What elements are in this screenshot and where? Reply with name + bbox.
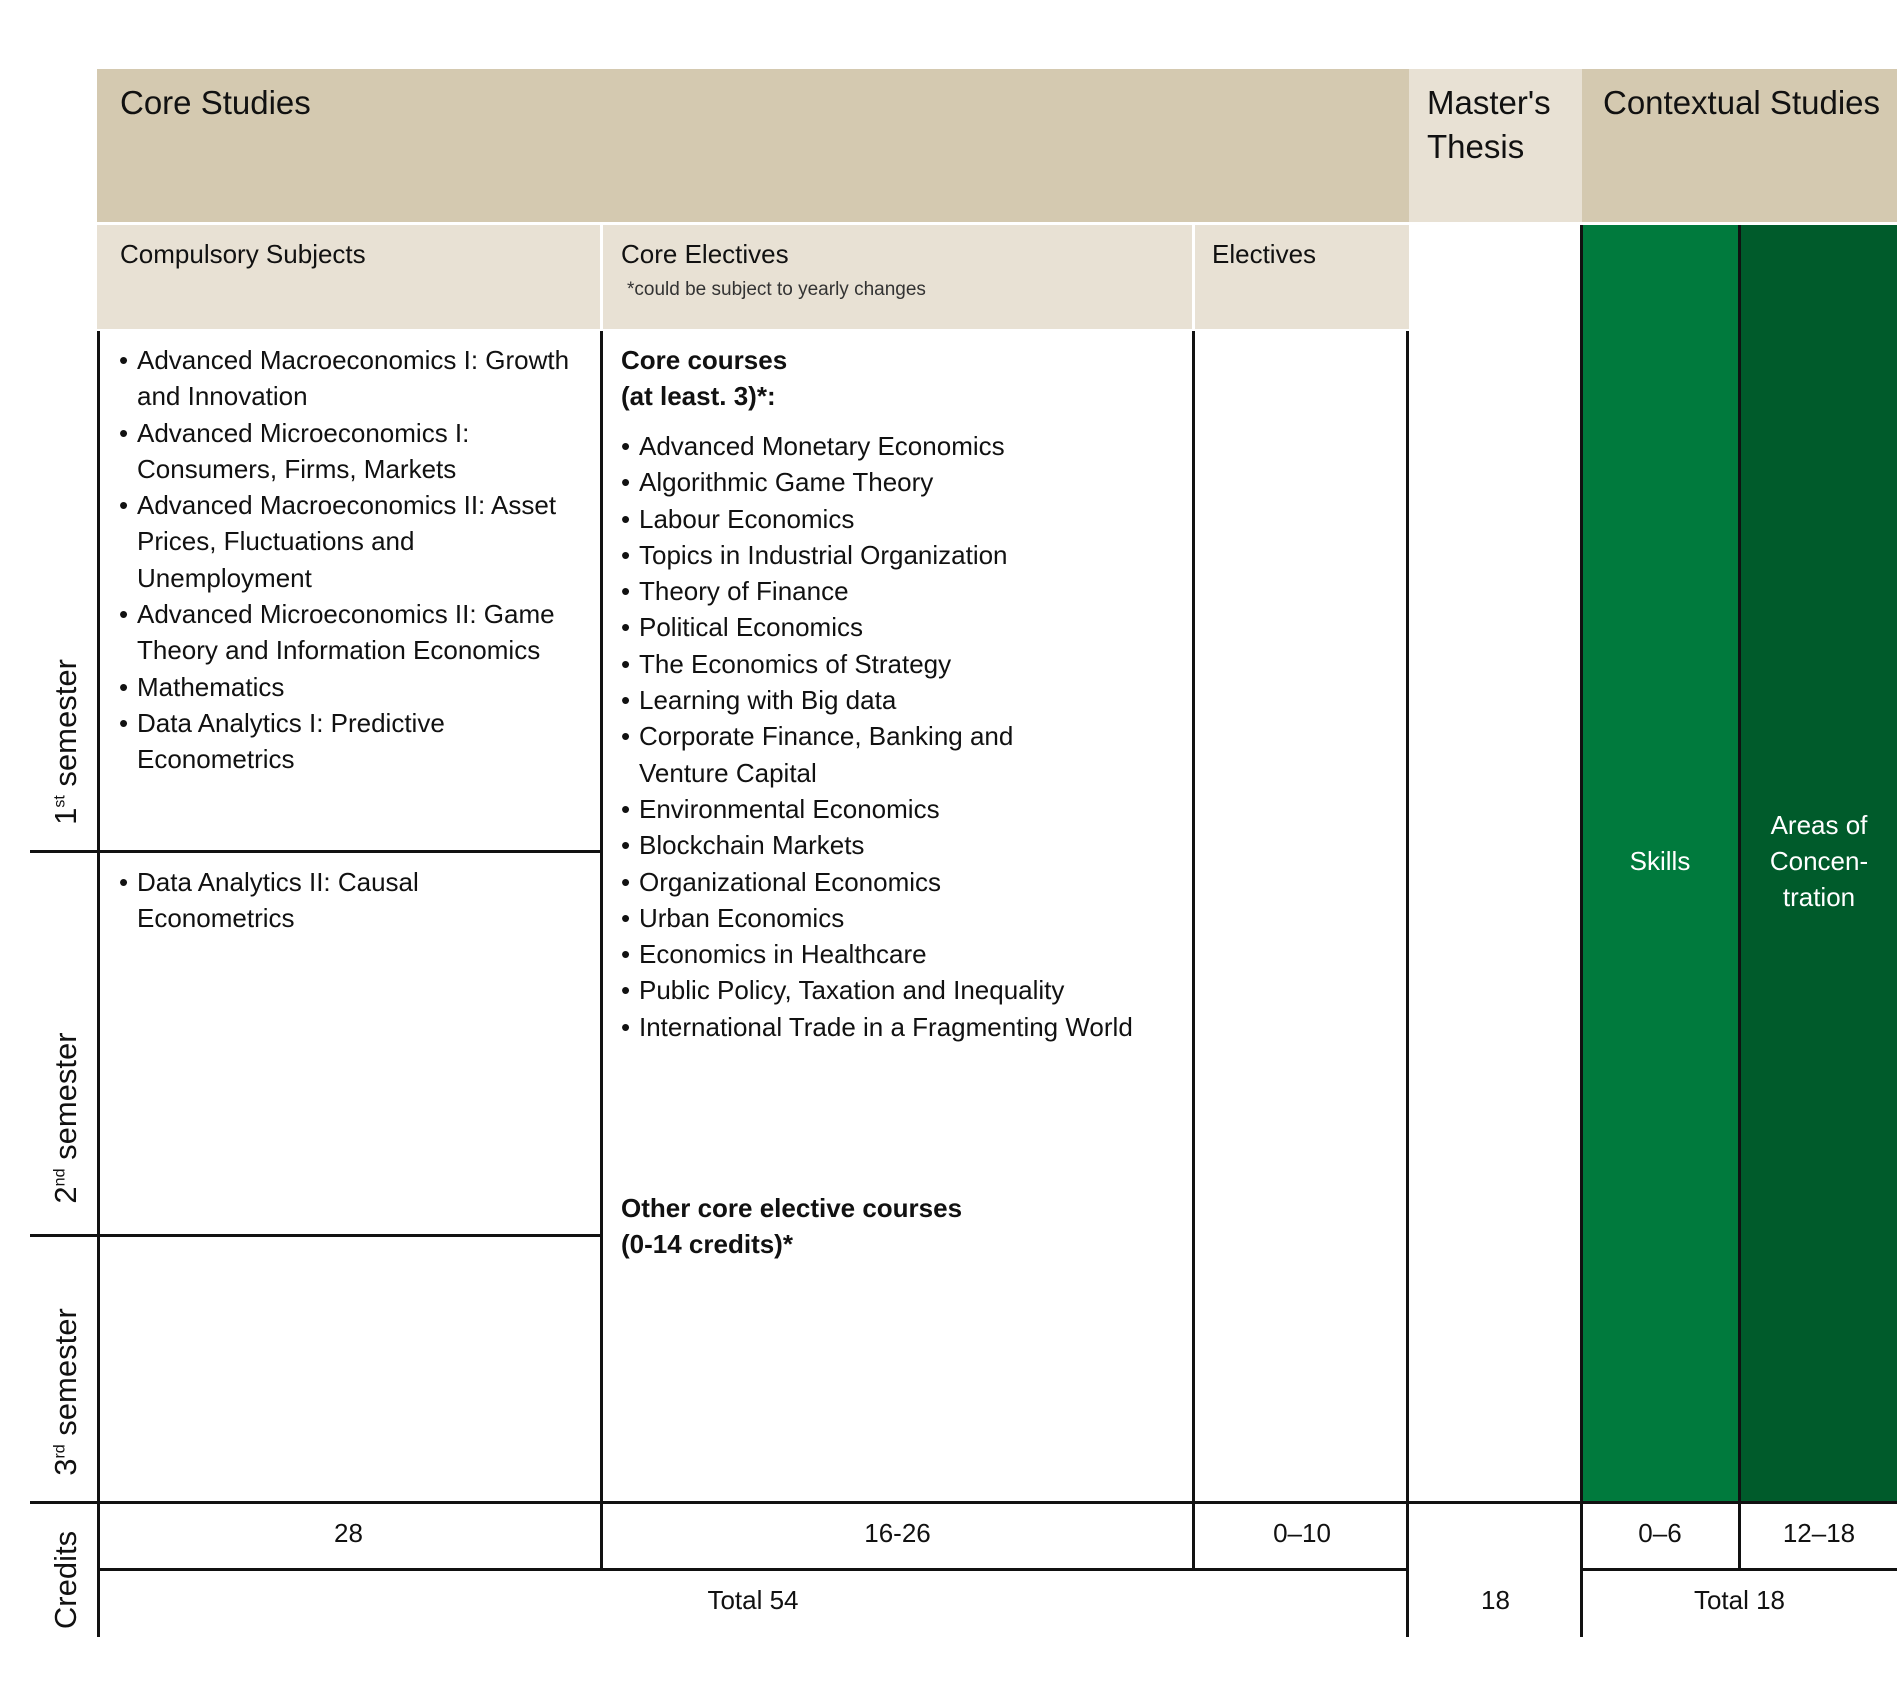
semester-1-word: semester: [48, 659, 83, 787]
core-electives-title: Core Electives: [621, 239, 789, 269]
divider-thesis-contextual: [1580, 225, 1583, 1637]
electives-subheader: Electives: [1195, 225, 1409, 329]
masters-thesis-header: Master's Thesis: [1409, 69, 1582, 222]
divider-electives-thesis: [1406, 331, 1409, 1637]
semester-2-number: 2: [48, 1186, 83, 1204]
skills-column: Skills: [1582, 225, 1738, 1502]
core-courses-heading-line1: Core courses: [621, 345, 788, 375]
core-courses-list: Advanced Monetary Economics Algorithmic …: [621, 428, 1181, 1045]
core-courses-heading: Core courses (at least. 3)*:: [621, 342, 1181, 414]
core-courses-heading-line2: (at least. 3)*:: [621, 381, 776, 411]
credits-label: Credits: [48, 1530, 83, 1630]
electives-title: Electives: [1212, 239, 1317, 269]
other-heading-line1: Other core elective courses: [621, 1193, 963, 1223]
list-item: Advanced Macroeconomics II: Asset Prices…: [119, 487, 579, 596]
semester-3-suffix: rd: [51, 1444, 69, 1459]
semester-1-number: 1: [48, 807, 83, 825]
list-item: Labour Economics: [621, 501, 1181, 538]
list-item: Algorithmic Game Theory: [621, 464, 1181, 501]
list-item: Advanced Microeconomics I: Consumers, Fi…: [119, 415, 579, 488]
areas-label: Areas of Concen- tration: [1769, 810, 1869, 912]
contextual-studies-header: Contextual Studies: [1582, 69, 1897, 222]
semester-3-number: 3: [48, 1458, 83, 1476]
core-studies-header: Core Studies: [97, 69, 1409, 222]
list-item: Organizational Economics: [621, 864, 1181, 901]
list-item: Theory of Finance: [621, 573, 1181, 610]
list-item: Political Economics: [621, 609, 1181, 646]
divider-credits-middle-left: [97, 1568, 1409, 1571]
divider-sem2-sem3: [30, 1234, 600, 1237]
list-item: Urban Economics: [621, 900, 1181, 937]
credits-core-total: Total 54: [707, 1585, 799, 1615]
list-item: Learning with Big data: [621, 682, 1181, 719]
credits-skills: 0–6: [1638, 1518, 1682, 1548]
core-studies-title: Core Studies: [120, 84, 311, 121]
credits-contextual-total: Total 18: [1693, 1585, 1786, 1615]
credits-areas: 12–18: [1782, 1518, 1856, 1548]
list-item: Corporate Finance, Banking and Venture C…: [621, 718, 1039, 791]
list-item: Blockchain Markets: [621, 827, 1181, 864]
semester-3-label: 3rd semester: [48, 1308, 84, 1476]
credits-thesis: 18: [1481, 1585, 1510, 1615]
list-item: Economics in Healthcare: [621, 936, 1181, 973]
core-electives-subheader: Core Electives *could be subject to year…: [603, 225, 1192, 329]
skills-label: Skills: [1629, 846, 1691, 876]
semester-2-word: semester: [48, 1032, 83, 1160]
semester-1-suffix: st: [51, 795, 69, 808]
divider-skills-areas: [1738, 225, 1741, 1571]
divider-compulsory-core: [600, 331, 603, 1571]
list-item: Topics in Industrial Organization: [621, 537, 1181, 574]
semester-3-word: semester: [48, 1308, 83, 1436]
compulsory-sem2-list: Data Analytics II: Causal Econometrics: [119, 864, 559, 937]
list-item: Public Policy, Taxation and Inequality: [621, 972, 1181, 1009]
credits-compulsory: 28: [334, 1518, 363, 1548]
semester-2-suffix: nd: [51, 1168, 69, 1187]
credits-electives: 0–10: [1273, 1518, 1331, 1548]
areas-of-concentration-column: Areas of Concen- tration: [1741, 225, 1897, 1502]
divider-credits-top: [30, 1501, 1897, 1504]
divider-credits-middle-right: [1580, 1568, 1897, 1571]
masters-thesis-title: Master's Thesis: [1427, 84, 1551, 165]
credits-core-electives: 16-26: [864, 1518, 931, 1548]
compulsory-sem1-list: Advanced Macroeconomics I: Growth and In…: [119, 342, 579, 778]
list-item: Mathematics: [119, 669, 579, 706]
contextual-studies-title: Contextual Studies: [1603, 84, 1881, 121]
divider-left: [97, 331, 100, 1637]
divider-sem1-sem2: [30, 850, 600, 853]
semester-2-label: 2nd semester: [48, 1032, 84, 1203]
divider-core-electives: [1192, 331, 1195, 1571]
list-item: International Trade in a Fragmenting Wor…: [621, 1009, 1181, 1046]
other-core-electives-heading: Other core elective courses (0-14 credit…: [621, 1190, 1181, 1262]
core-electives-note: *could be subject to yearly changes: [627, 279, 926, 300]
list-item: Environmental Economics: [621, 791, 1181, 828]
compulsory-title: Compulsory Subjects: [120, 239, 366, 269]
compulsory-subheader: Compulsory Subjects: [97, 225, 600, 329]
list-item: Data Analytics I: Predictive Econometric…: [119, 705, 579, 778]
list-item: The Economics of Strategy: [621, 646, 1181, 683]
list-item: Advanced Microeconomics II: Game Theory …: [119, 596, 579, 669]
semester-1-label: 1st semester: [48, 659, 84, 825]
other-heading-line2: (0-14 credits)*: [621, 1229, 793, 1259]
list-item: Advanced Monetary Economics: [621, 428, 1181, 465]
list-item: Advanced Macroeconomics I: Growth and In…: [119, 342, 579, 415]
list-item: Data Analytics II: Causal Econometrics: [119, 864, 559, 937]
